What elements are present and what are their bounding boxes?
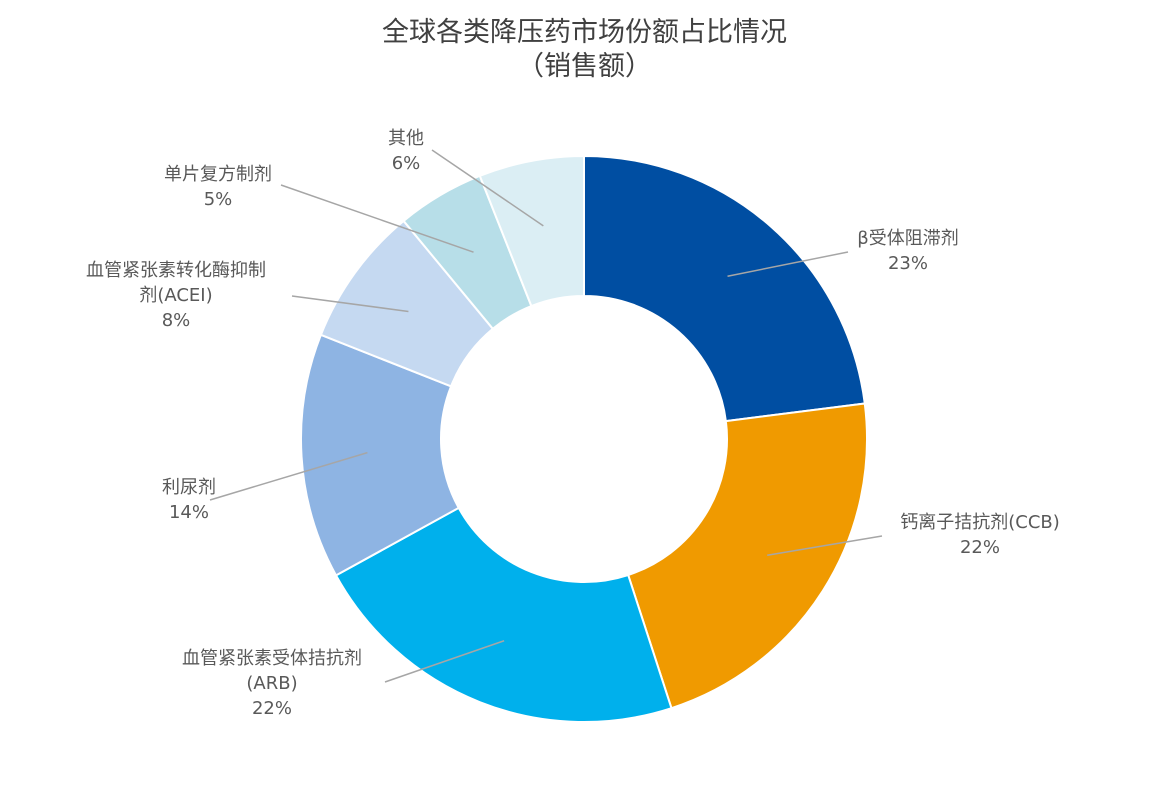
value-label-3: 22%	[252, 698, 292, 719]
category-label-4: 利尿剂	[162, 477, 216, 498]
category-label-1: β受体阻滞剂	[857, 228, 959, 249]
leader-line-1	[727, 251, 849, 277]
slice-1	[583, 154, 866, 423]
chart-title: 全球各类降压药市场份额占比情况	[382, 17, 787, 48]
slice-4	[300, 333, 461, 577]
leader-line-5	[291, 295, 409, 313]
chart-title-block: 全球各类降压药市场份额占比情况 （销售额）	[0, 16, 1169, 84]
leader-line-3	[384, 640, 505, 683]
value-label-4: 14%	[169, 502, 209, 523]
slice-3	[334, 506, 673, 723]
leader-line-4	[209, 451, 368, 501]
category-label-2: 钙离子拮抗剂(CCB)	[900, 512, 1060, 533]
value-label-5: 8%	[162, 310, 191, 331]
slice-2	[626, 402, 868, 710]
value-label-7: 6%	[392, 153, 421, 174]
chart-subtitle: （销售额）	[517, 51, 652, 82]
leader-line-2	[767, 535, 883, 557]
category-label-3: 血管紧张素受体拮抗剂	[182, 648, 362, 669]
category-label-7: 其他	[388, 128, 424, 149]
value-label-2: 22%	[960, 537, 1000, 558]
category-label-3: (ARB)	[246, 673, 297, 694]
category-label-5: 剂(ACEI)	[139, 285, 212, 306]
category-label-5: 血管紧张素转化酶抑制	[86, 260, 266, 281]
slice-7	[478, 154, 585, 308]
category-label-6: 单片复方制剂	[164, 164, 272, 185]
value-label-1: 23%	[888, 253, 928, 274]
leader-line-6	[280, 184, 474, 253]
value-label-6: 5%	[204, 189, 233, 210]
leader-line-7	[431, 149, 544, 227]
